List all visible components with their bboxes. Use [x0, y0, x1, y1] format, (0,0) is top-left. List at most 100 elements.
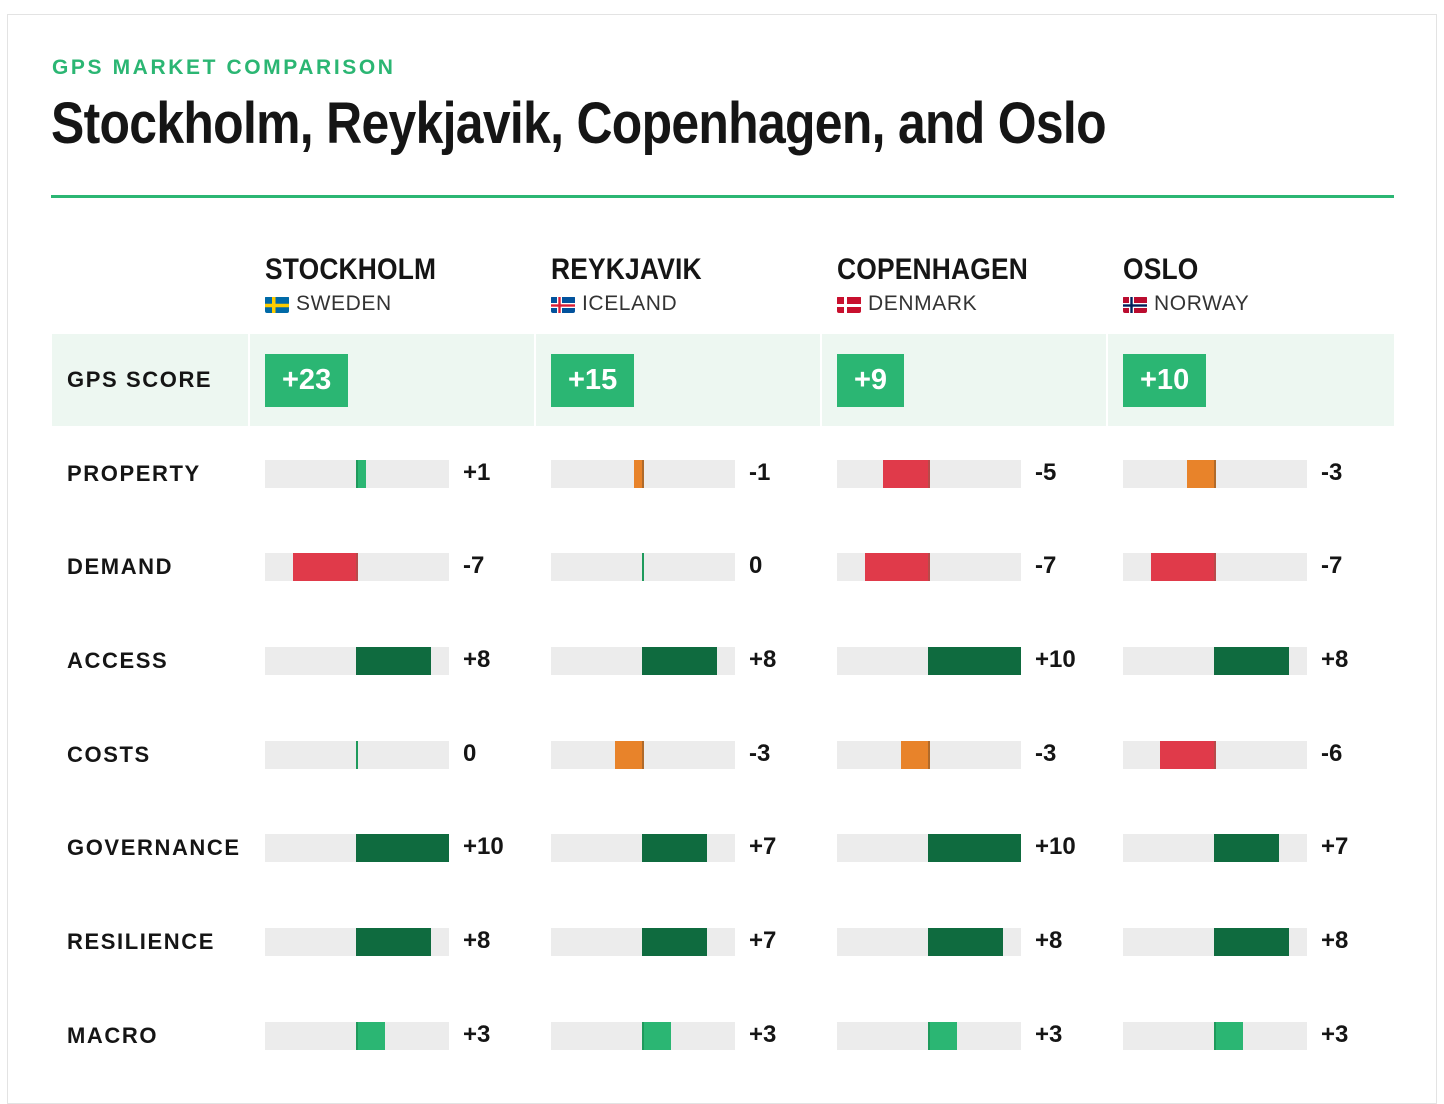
title-divider — [51, 195, 1394, 198]
bar-track — [837, 741, 1021, 769]
zero-marker — [642, 834, 644, 862]
iceland-flag-icon — [551, 296, 575, 313]
bar-track — [837, 834, 1021, 862]
bar-track — [551, 928, 735, 956]
bar-value-label: -3 — [749, 740, 771, 767]
country-name: ICELAND — [582, 292, 678, 315]
bar-value-label: -5 — [1035, 459, 1057, 486]
eyebrow-label: GPS MARKET COMPARISON — [52, 56, 396, 79]
country-name: NORWAY — [1154, 292, 1250, 315]
bar-value-label: +8 — [1321, 646, 1349, 673]
bar-access — [357, 647, 431, 675]
bar-governance — [1215, 834, 1280, 862]
city-name: STOCKHOLM — [265, 253, 437, 286]
zero-marker — [642, 460, 644, 488]
bar-value-label: +10 — [1035, 646, 1076, 673]
bar-track — [265, 834, 449, 862]
bar-track — [1123, 741, 1307, 769]
zero-marker — [1214, 647, 1216, 675]
bar-track — [265, 460, 449, 488]
zero-marker — [928, 1022, 930, 1050]
zero-marker — [356, 647, 358, 675]
city-name: REYKJAVIK — [551, 253, 702, 286]
zero-marker — [356, 928, 358, 956]
gps-score-badge: +23 — [265, 354, 349, 407]
bar-value-label: +7 — [1321, 833, 1349, 860]
bar-value-label: 0 — [463, 740, 477, 767]
bar-value-label: -1 — [749, 459, 771, 486]
bar-value-label: +10 — [463, 833, 504, 860]
bar-value-label: +3 — [1321, 1021, 1349, 1048]
bar-track — [1123, 553, 1307, 581]
score-band-separator — [1106, 334, 1108, 426]
bar-value-label: -3 — [1035, 740, 1057, 767]
country-line: SWEDEN — [265, 292, 460, 316]
row-label-costs: COSTS — [67, 742, 151, 767]
bar-macro — [929, 1022, 957, 1050]
zero-marker — [1214, 553, 1216, 581]
zero-marker — [642, 1022, 644, 1050]
zero-marker — [356, 460, 358, 488]
zero-marker — [928, 928, 930, 956]
zero-marker — [642, 928, 644, 956]
bar-value-label: +8 — [1035, 927, 1063, 954]
bar-property — [357, 460, 367, 488]
bar-costs — [615, 741, 643, 769]
bar-track — [265, 928, 449, 956]
bar-governance — [929, 834, 1021, 862]
zero-marker — [1214, 460, 1216, 488]
bar-property — [883, 460, 929, 488]
zero-marker — [928, 834, 930, 862]
bar-macro — [1215, 1022, 1243, 1050]
bar-track — [837, 647, 1021, 675]
bar-track — [1123, 1022, 1307, 1050]
country-name: DENMARK — [868, 292, 978, 315]
bar-value-label: +3 — [1035, 1021, 1063, 1048]
bar-governance — [357, 834, 449, 862]
gps-score-label: GPS SCORE — [67, 367, 213, 392]
bar-track — [551, 647, 735, 675]
zero-marker — [642, 553, 644, 581]
city-header: COPENHAGEN DENMARK — [837, 252, 1054, 316]
bar-track — [837, 460, 1021, 488]
country-line: NORWAY — [1123, 292, 1249, 316]
gps-score-badge: +10 — [1123, 354, 1207, 407]
bar-resilience — [357, 928, 431, 956]
zero-marker — [928, 647, 930, 675]
bar-track — [1123, 928, 1307, 956]
page-title: Stockholm, Reykjavik, Copenhagen, and Os… — [51, 91, 1107, 156]
country-line: ICELAND — [551, 292, 722, 316]
bar-demand — [864, 553, 929, 581]
zero-marker — [1214, 928, 1216, 956]
bar-demand — [1150, 553, 1215, 581]
row-label-demand: DEMAND — [67, 554, 174, 579]
zero-marker — [1214, 834, 1216, 862]
gps-score-badge: +9 — [837, 354, 905, 407]
zero-marker — [1214, 741, 1216, 769]
zero-marker — [928, 741, 930, 769]
bar-resilience — [1215, 928, 1289, 956]
zero-marker — [928, 553, 930, 581]
row-label-macro: MACRO — [67, 1023, 159, 1048]
zero-marker — [356, 1022, 358, 1050]
bar-value-label: -6 — [1321, 740, 1343, 767]
bar-value-label: -7 — [1321, 552, 1343, 579]
bar-costs — [1159, 741, 1215, 769]
zero-marker — [1214, 1022, 1216, 1050]
bar-track — [837, 553, 1021, 581]
bar-value-label: 0 — [749, 552, 763, 579]
bar-value-label: +7 — [749, 833, 777, 860]
bar-track — [837, 928, 1021, 956]
bar-demand — [292, 553, 357, 581]
zero-marker — [356, 553, 358, 581]
row-label-governance: GOVERNANCE — [67, 835, 241, 860]
zero-marker — [642, 741, 644, 769]
bar-track — [265, 647, 449, 675]
bar-value-label: -7 — [463, 552, 485, 579]
row-label-access: ACCESS — [67, 648, 169, 673]
country-line: DENMARK — [837, 292, 1054, 316]
bar-track — [1123, 834, 1307, 862]
bar-property — [633, 460, 643, 488]
bar-value-label: +3 — [463, 1021, 491, 1048]
bar-governance — [643, 834, 708, 862]
